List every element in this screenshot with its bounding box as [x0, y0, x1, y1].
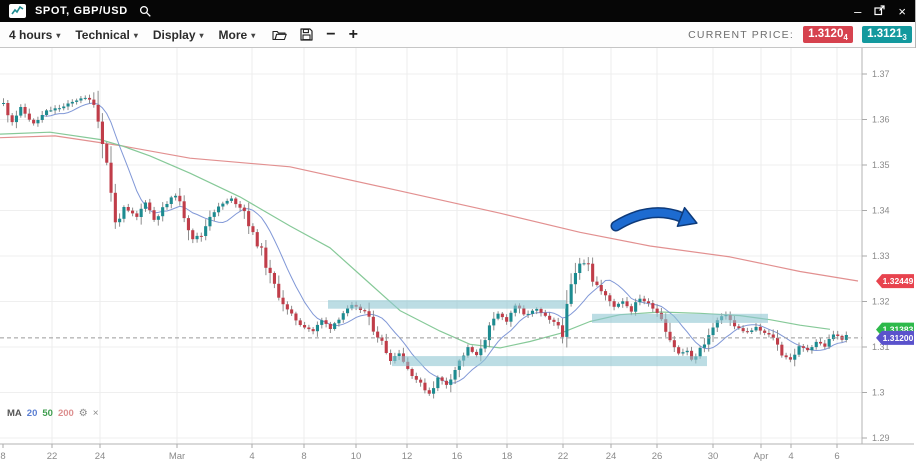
chevron-down-icon: ▾ [199, 30, 204, 40]
svg-text:1.31383: 1.31383 [883, 325, 914, 335]
timeframe-menu[interactable]: 4 hours ▾ [9, 28, 60, 42]
svg-text:6: 6 [834, 451, 839, 462]
svg-text:Apr: Apr [754, 451, 769, 462]
svg-text:1.29: 1.29 [872, 433, 890, 443]
svg-text:22: 22 [47, 451, 58, 462]
chevron-down-icon: ▾ [56, 30, 61, 40]
svg-text:18: 18 [502, 451, 513, 462]
popout-icon[interactable] [874, 4, 886, 18]
chart-area: 1.37 1.36 1.35 1.34 1.33 1.32 1.31 1.3 1.29 8 22 24… [0, 48, 916, 463]
ma50-legend-value: 50 [42, 408, 53, 419]
svg-text:1.31200: 1.31200 [883, 333, 914, 343]
bid-price-pip: 4 [843, 33, 848, 42]
more-label: More [218, 27, 248, 42]
current-price-label: CURRENT PRICE: [688, 28, 794, 41]
zoom-out-button[interactable]: − [326, 25, 336, 43]
svg-text:1.37: 1.37 [872, 69, 890, 79]
save-icon[interactable] [300, 28, 313, 41]
zoom-in-button[interactable]: + [348, 25, 358, 43]
svg-text:1.3: 1.3 [872, 388, 885, 398]
svg-text:30: 30 [708, 451, 719, 462]
technical-label: Technical [75, 27, 130, 42]
svg-text:1.36: 1.36 [872, 115, 890, 125]
svg-text:8: 8 [301, 451, 306, 462]
window-titlebar: SPOT, GBP/USD – × [0, 0, 915, 22]
svg-text:1.34: 1.34 [872, 206, 890, 216]
chart-canvas[interactable]: 1.37 1.36 1.35 1.34 1.33 1.32 1.31 1.3 1.29 8 22 24… [0, 48, 916, 463]
chevron-down-icon: ▾ [133, 30, 138, 40]
svg-text:1.32449: 1.32449 [883, 276, 914, 286]
timeframe-label: 4 hours [9, 27, 53, 42]
svg-text:1.35: 1.35 [872, 160, 890, 170]
open-folder-icon[interactable] [272, 29, 287, 41]
minimize-button[interactable]: – [854, 3, 862, 19]
ma200-legend-value: 200 [57, 408, 74, 419]
bid-price-value: 1.3120 [808, 27, 844, 40]
svg-text:8: 8 [0, 451, 5, 462]
bid-price-badge: 1.3120 4 [803, 26, 853, 43]
svg-text:24: 24 [606, 451, 617, 462]
svg-text:4: 4 [788, 451, 793, 462]
svg-text:1.33: 1.33 [872, 251, 890, 261]
svg-text:1.32: 1.32 [872, 297, 890, 307]
chart-app-icon [9, 4, 26, 18]
ask-price-badge: 1.3121 3 [862, 26, 912, 43]
more-menu[interactable]: More ▾ [219, 28, 256, 42]
svg-text:10: 10 [351, 451, 362, 462]
legend-close-icon[interactable]: × [92, 408, 99, 419]
chevron-down-icon: ▾ [251, 30, 256, 40]
svg-text:Mar: Mar [169, 451, 185, 462]
svg-text:12: 12 [402, 451, 413, 462]
technical-menu[interactable]: Technical ▾ [75, 28, 137, 42]
display-menu[interactable]: Display ▾ [153, 28, 204, 42]
ma-legend-label: MA [7, 408, 22, 419]
svg-text:24: 24 [95, 451, 106, 462]
close-button[interactable]: × [898, 3, 906, 19]
ask-price-pip: 3 [902, 33, 907, 42]
window-title: SPOT, GBP/USD [35, 5, 128, 17]
chart-toolbar: 4 hours ▾ Technical ▾ Display ▾ More ▾ −… [0, 22, 915, 48]
display-label: Display [152, 27, 196, 42]
search-icon[interactable] [139, 5, 152, 18]
ma-legend: MA 20 50 200 ⚙ × [7, 408, 99, 419]
svg-text:16: 16 [452, 451, 463, 462]
ma20-legend-value: 20 [26, 408, 38, 419]
gear-icon[interactable]: ⚙ [78, 408, 88, 419]
svg-text:22: 22 [558, 451, 569, 462]
svg-text:4: 4 [249, 451, 254, 462]
svg-text:1.31: 1.31 [872, 342, 890, 352]
svg-text:26: 26 [652, 451, 663, 462]
ask-price-value: 1.3121 [867, 27, 903, 40]
